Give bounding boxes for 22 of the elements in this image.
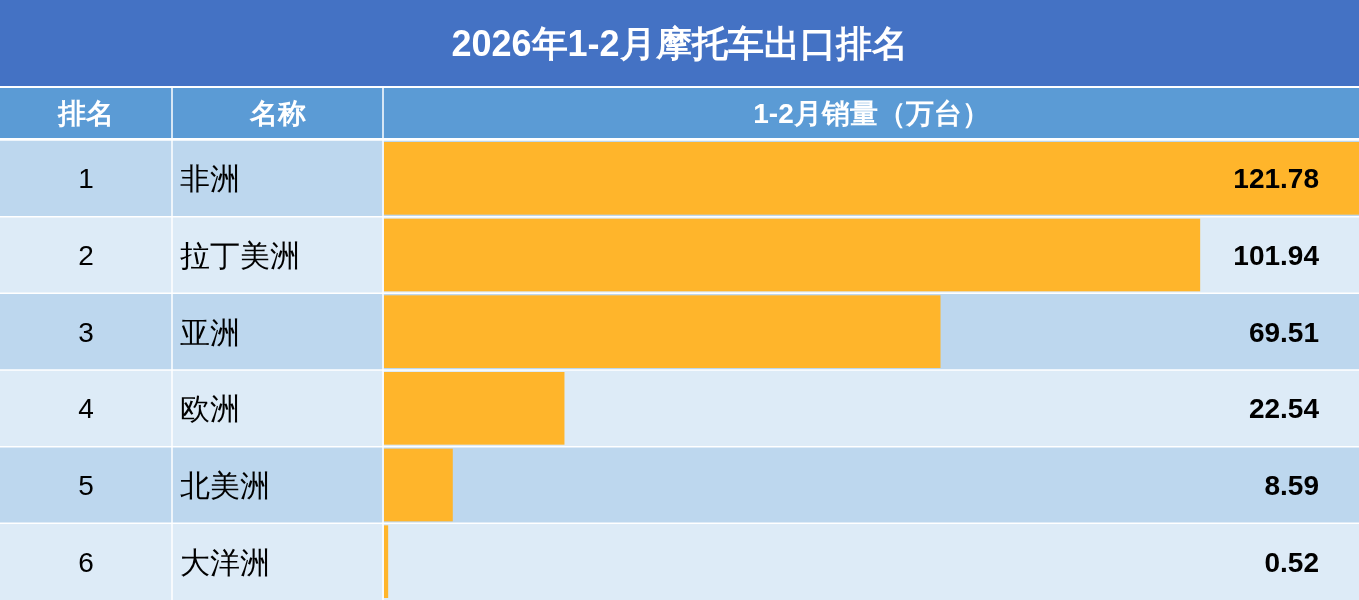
text: 名称	[248, 98, 306, 129]
text: 排名	[57, 98, 114, 129]
y-tick-label: 拉丁美洲	[180, 239, 300, 272]
data-label: 0.52	[1264, 546, 1319, 578]
y-tick-label: 非洲	[180, 162, 240, 196]
data-label: 101.94	[1233, 240, 1320, 271]
text: 2	[78, 240, 94, 271]
data-label: 8.59	[1264, 470, 1319, 501]
y-tick-label: 北美洲	[180, 469, 270, 502]
text: 5	[78, 470, 94, 501]
data-label: 121.78	[1233, 163, 1319, 195]
text: 3	[78, 316, 94, 348]
chart-title: 2026年1-2月摩托车出口排名	[451, 23, 908, 64]
text: 6	[78, 546, 94, 578]
text: 1	[78, 163, 94, 195]
text: 4	[78, 393, 94, 425]
data-label: 69.51	[1248, 316, 1319, 348]
x-axis-title: 1-2月销量（万台）	[753, 98, 990, 129]
data-label: 22.54	[1248, 393, 1320, 425]
y-tick-label: 欧洲	[180, 392, 240, 426]
y-tick-label: 亚洲	[180, 315, 240, 349]
y-tick-label: 大洋洲	[180, 545, 270, 579]
